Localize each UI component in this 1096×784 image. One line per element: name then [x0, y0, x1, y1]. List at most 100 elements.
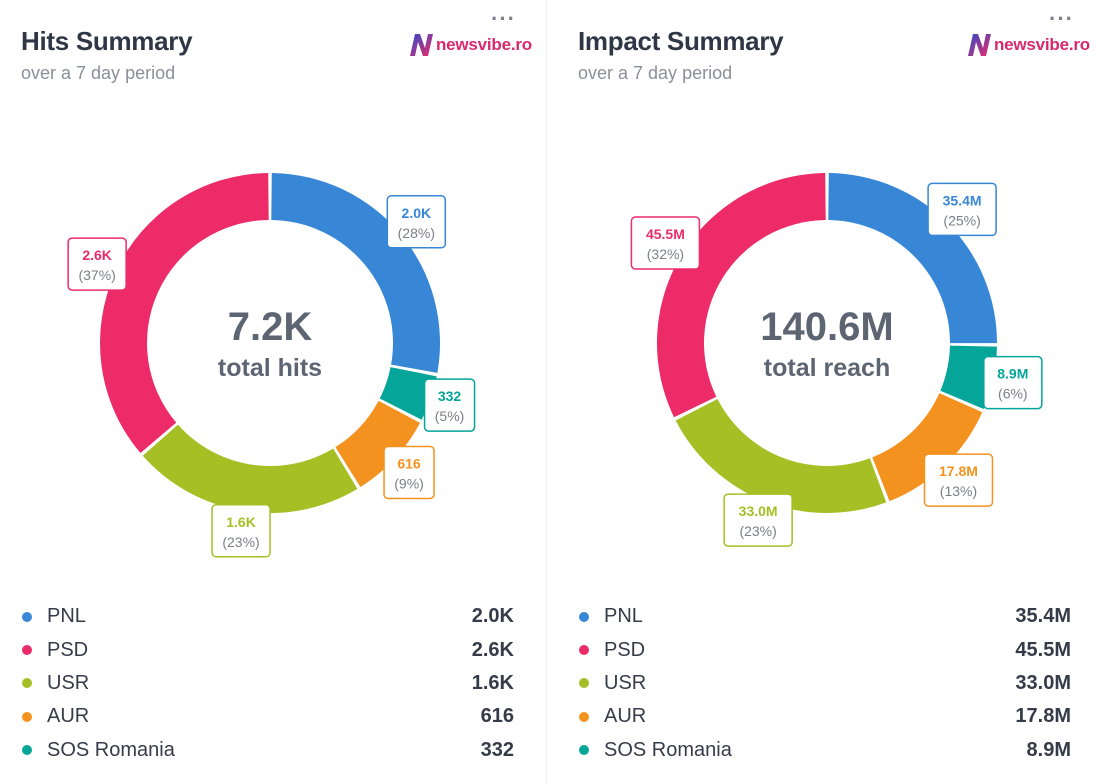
legend-dot-icon — [22, 711, 32, 722]
data-label-psd: 45.5M (32%) — [630, 216, 701, 270]
data-label-usr: 1.6K (23%) — [211, 504, 271, 558]
legend-dot-icon — [22, 678, 32, 689]
data-label-usr: 33.0M (23%) — [723, 493, 793, 547]
legend-dot-icon — [22, 745, 32, 756]
data-label-percent: (23%) — [222, 534, 259, 550]
impact-donut-chart: 35.4M (25%) 8.9M (6%) 17.8M (13%) 33.0M (23%) 45… — [630, 173, 1043, 547]
card-subtitle: over a 7 day period — [578, 63, 733, 83]
legend-item-aur[interactable]: AUR 17.8M — [579, 700, 1071, 733]
data-label-box — [723, 493, 793, 547]
slice-sos-romania[interactable] — [379, 367, 437, 420]
legend-value: 332 — [480, 738, 514, 761]
legend-name: PNL — [604, 605, 643, 628]
legend-name: AUR — [604, 705, 647, 728]
data-label-sos-romania: 332 (5%) — [423, 378, 476, 432]
impact-summary-card: Impact Summary over a 7 day period ··· n… — [557, 0, 1096, 784]
data-label-percent: (9%) — [394, 475, 424, 491]
data-label-box — [923, 453, 994, 507]
legend-name: PNL — [47, 605, 86, 628]
legend-name: PSD — [604, 638, 646, 661]
data-label-box — [630, 216, 701, 270]
slice-usr[interactable] — [675, 399, 887, 513]
legend: PNL 2.0K PSD 2.6K USR 1.6K AUR 616 SOS Romania 33… — [22, 600, 514, 767]
newsvibe-logo-icon — [409, 34, 433, 56]
data-label-box — [423, 378, 476, 432]
brand-logo: newsvibe.ro — [408, 32, 532, 58]
data-label-value: 33.0M — [739, 503, 778, 519]
legend-value: 1.6K — [471, 671, 514, 694]
legend-item-usr[interactable]: USR 33.0M — [579, 667, 1071, 700]
data-label-percent: (28%) — [398, 225, 435, 241]
data-label-box — [211, 504, 271, 558]
brand-logo: newsvibe.ro — [966, 32, 1090, 58]
data-label-value: 1.6K — [226, 514, 256, 530]
data-label-value: 2.0K — [402, 205, 432, 221]
data-label-pnl: 35.4M (25%) — [927, 182, 997, 237]
legend-item-aur[interactable]: AUR 616 — [22, 700, 514, 733]
data-label-aur: 17.8M (13%) — [923, 453, 994, 507]
legend-item-psd[interactable]: PSD 2.6K — [22, 633, 514, 666]
data-label-pnl: 2.0K (28%) — [386, 195, 447, 249]
hits-donut-chart: 2.0K (28%) 332 (5%) 616 (9%) 1.6K (23%) 2.6K (37%… — [67, 173, 476, 558]
data-label-percent: (5%) — [435, 408, 465, 424]
legend-name: USR — [604, 671, 647, 694]
data-label-value: 35.4M — [943, 192, 982, 208]
slice-pnl[interactable] — [271, 173, 440, 373]
legend-item-sos-romania[interactable]: SOS Romania 332 — [22, 734, 514, 767]
card-title: Impact Summary — [578, 26, 784, 56]
legend-item-sos-romania[interactable]: SOS Romania 8.9M — [579, 734, 1071, 767]
legend-name: SOS Romania — [47, 738, 175, 761]
legend-item-usr[interactable]: USR 1.6K — [22, 667, 514, 700]
legend-item-pnl[interactable]: PNL 35.4M — [579, 600, 1071, 633]
slice-sos-romania[interactable] — [940, 345, 997, 409]
center-total-value: 7.2K — [227, 305, 313, 349]
legend-value: 35.4M — [1015, 605, 1071, 628]
data-label-value: 8.9M — [997, 366, 1028, 382]
slice-pnl[interactable] — [828, 173, 997, 344]
legend-item-pnl[interactable]: PNL 2.0K — [22, 600, 514, 633]
legend-item-psd[interactable]: PSD 45.5M — [579, 633, 1071, 666]
center-total-label: total hits — [217, 354, 323, 382]
data-label-aur: 616 (9%) — [383, 445, 435, 500]
legend-name: AUR — [47, 705, 90, 728]
legend-value: 2.0K — [471, 605, 514, 628]
legend-value: 616 — [480, 705, 514, 728]
data-label-percent: (32%) — [647, 246, 684, 262]
slice-aur[interactable] — [335, 400, 421, 487]
brand-name: newsvibe.ro — [993, 35, 1090, 54]
legend-dot-icon — [22, 611, 32, 622]
legend-dot-icon — [22, 645, 32, 656]
legend-dot-icon — [579, 711, 589, 722]
data-label-box — [386, 195, 447, 249]
legend-value: 17.8M — [1015, 705, 1071, 728]
legend-name: USR — [47, 671, 90, 694]
data-label-percent: (37%) — [78, 267, 115, 283]
data-label-sos-romania: 8.9M (6%) — [983, 355, 1043, 410]
data-label-percent: (13%) — [940, 483, 977, 499]
legend-name: PSD — [47, 638, 89, 661]
legend-dot-icon — [579, 645, 589, 656]
center-total-value: 140.6M — [760, 305, 894, 349]
newsvibe-logo-icon — [967, 34, 991, 56]
slice-psd[interactable] — [99, 173, 269, 454]
data-label-value: 2.6K — [82, 247, 112, 263]
legend-value: 2.6K — [471, 638, 514, 661]
data-label-value: 45.5M — [646, 226, 685, 242]
slice-aur[interactable] — [872, 393, 983, 502]
legend-value: 8.9M — [1026, 738, 1071, 761]
legend-dot-icon — [579, 745, 589, 756]
legend-value: 45.5M — [1015, 638, 1071, 661]
legend: PNL 35.4M PSD 45.5M USR 33.0M AUR 17.8M SOS Roma… — [579, 600, 1071, 767]
data-label-percent: (25%) — [943, 212, 980, 228]
data-label-percent: (23%) — [739, 523, 776, 539]
card-title: Hits Summary — [21, 26, 193, 56]
slice-usr[interactable] — [142, 424, 358, 513]
data-label-box — [927, 182, 997, 237]
data-label-value: 17.8M — [939, 463, 978, 479]
legend-dot-icon — [579, 611, 589, 622]
data-label-value: 332 — [438, 388, 462, 404]
card-subtitle: over a 7 day period — [21, 63, 176, 83]
data-label-value: 616 — [397, 455, 421, 471]
hits-summary-card: Hits Summary over a 7 day period ··· new… — [0, 0, 547, 784]
brand-name: newsvibe.ro — [435, 35, 532, 54]
